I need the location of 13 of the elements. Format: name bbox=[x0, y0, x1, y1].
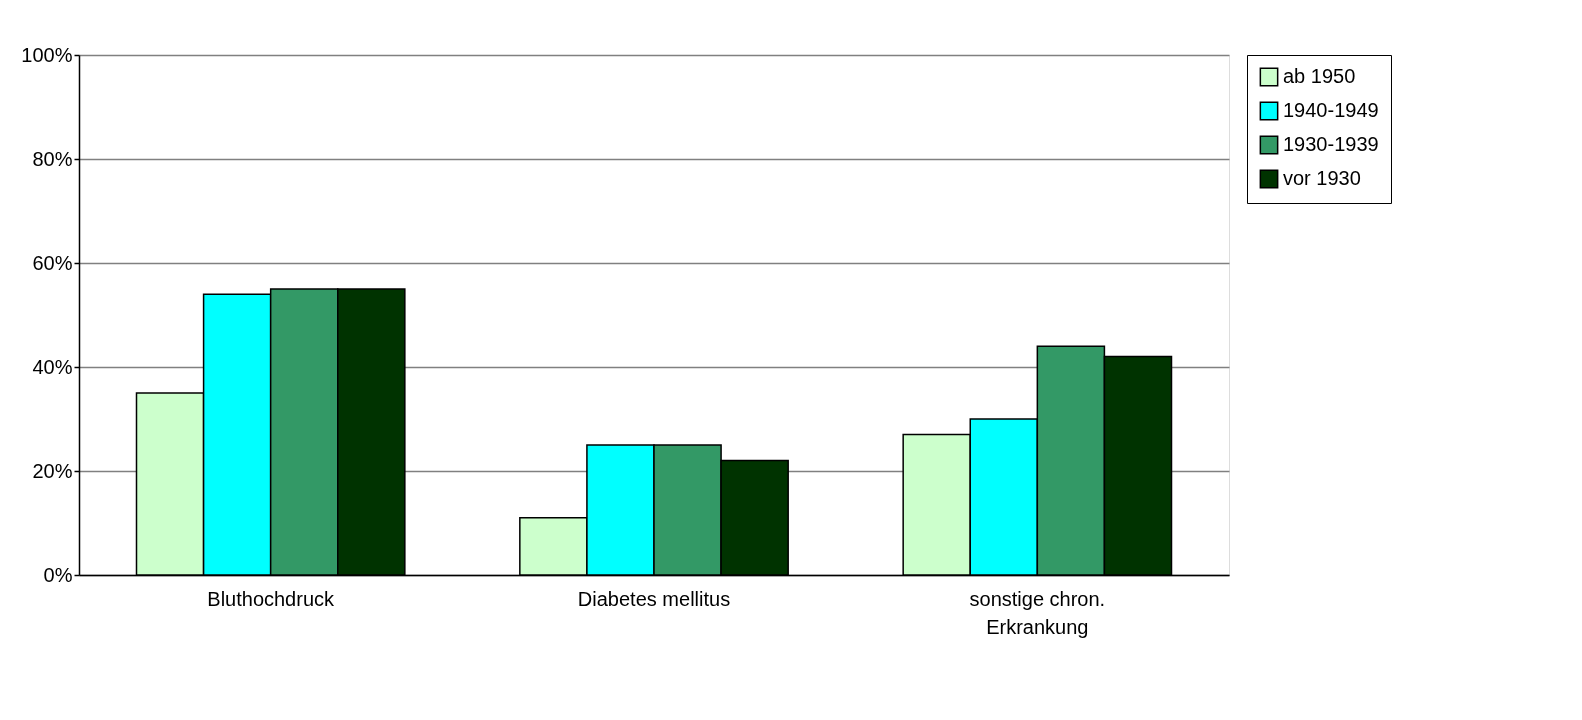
y-tick-label: 80% bbox=[32, 147, 73, 170]
y-tick-label: 100% bbox=[21, 43, 73, 66]
x-tick-label: Bluthochdruck bbox=[207, 587, 336, 610]
y-tick-label: 40% bbox=[32, 355, 73, 378]
legend-label: vor 1930 bbox=[1283, 167, 1361, 189]
y-tick-label: 60% bbox=[32, 251, 73, 274]
x-tick-label: sonstige chron. Erkrankung bbox=[969, 587, 1106, 638]
legend-label: 1930-1939 bbox=[1283, 133, 1379, 155]
y-tick-label: 0% bbox=[43, 563, 73, 586]
legend-label: 1940-1949 bbox=[1283, 99, 1379, 121]
y-tick-label: 20% bbox=[32, 459, 73, 482]
x-tick-label: Diabetes mellitus bbox=[577, 587, 731, 610]
legend-label: ab 1950 bbox=[1283, 65, 1356, 87]
